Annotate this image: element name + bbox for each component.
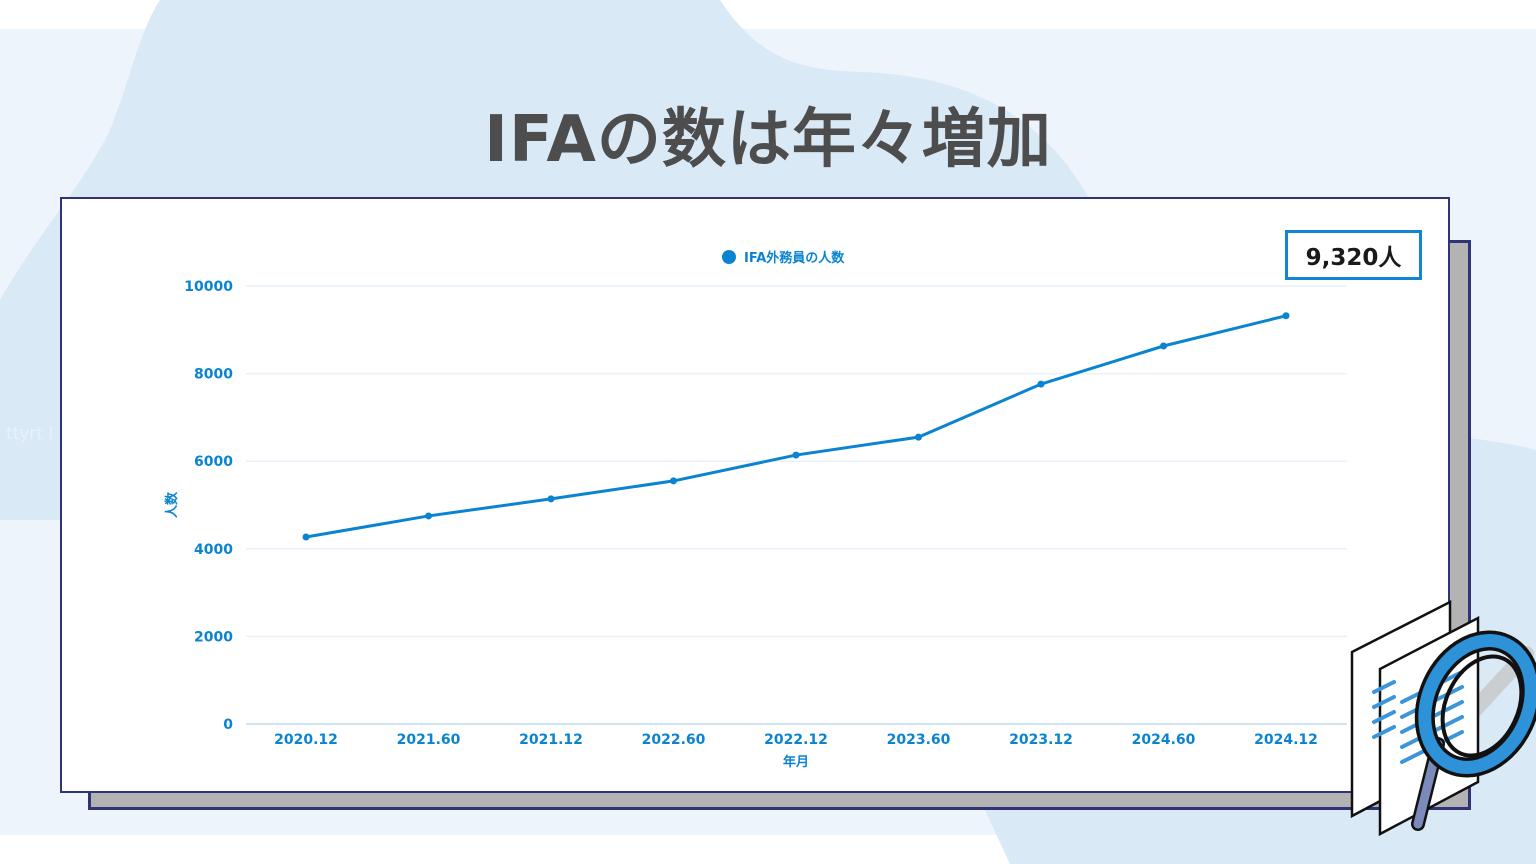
document-magnifier-icon bbox=[1350, 599, 1536, 837]
y-axis-ticks: 0 2000 4000 6000 8000 10000 bbox=[184, 279, 233, 733]
series-points bbox=[302, 312, 1290, 541]
data-point[interactable] bbox=[302, 533, 310, 541]
x-tick-label: 2022.12 bbox=[764, 732, 828, 748]
watermark-text: ttyrt l bbox=[6, 424, 54, 444]
page-title: IFAの数は年々増加 bbox=[484, 103, 1052, 177]
x-tick-label: 2023.60 bbox=[887, 732, 951, 748]
legend-label: IFA外務員の人数 bbox=[744, 250, 845, 266]
y-axis-label: 人数 bbox=[164, 491, 180, 518]
chart-card bbox=[60, 197, 1450, 793]
data-point[interactable] bbox=[1037, 380, 1045, 388]
data-point[interactable] bbox=[792, 451, 800, 459]
y-tick-label: 10000 bbox=[184, 279, 233, 295]
y-tick-label: 8000 bbox=[194, 367, 233, 383]
data-point[interactable] bbox=[1160, 342, 1167, 350]
x-tick-label: 2022.60 bbox=[642, 732, 706, 748]
legend-dot-icon bbox=[722, 250, 736, 264]
y-tick-label: 0 bbox=[223, 717, 233, 733]
y-tick-label: 2000 bbox=[194, 629, 233, 645]
x-tick-label: 2021.60 bbox=[397, 732, 461, 748]
chart-gridlines bbox=[246, 285, 1347, 725]
y-tick-label: 6000 bbox=[194, 454, 233, 470]
value-callout: 9,320人 bbox=[1285, 230, 1422, 280]
x-tick-label: 2020.12 bbox=[274, 732, 338, 748]
data-point[interactable] bbox=[915, 433, 922, 441]
x-tick-label: 2024.60 bbox=[1132, 732, 1196, 748]
x-axis-label: 年月 bbox=[783, 754, 809, 770]
series-line bbox=[305, 314, 1287, 539]
x-tick-label: 2024.12 bbox=[1254, 732, 1318, 748]
data-point[interactable] bbox=[425, 512, 432, 520]
x-axis-ticks: 2020.12 2021.60 2021.12 2022.60 2022.12 2023.… bbox=[274, 732, 1318, 748]
data-point[interactable] bbox=[547, 495, 555, 503]
chart-legend[interactable]: IFA外務員の人数 bbox=[722, 250, 845, 266]
y-tick-label: 4000 bbox=[194, 542, 233, 558]
data-point[interactable] bbox=[1282, 312, 1290, 320]
x-tick-label: 2023.12 bbox=[1009, 732, 1073, 748]
data-point[interactable] bbox=[670, 477, 677, 485]
x-tick-label: 2021.12 bbox=[519, 732, 583, 748]
